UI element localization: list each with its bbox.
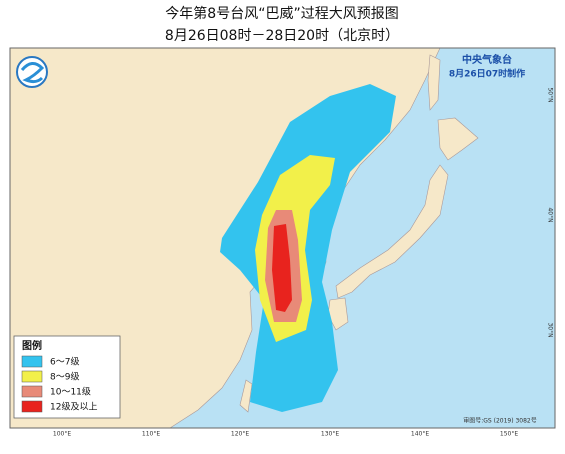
issue-time: 8月26日07时制作 <box>449 68 525 80</box>
hokkaido <box>437 117 479 161</box>
map-frame <box>9 47 556 429</box>
logo <box>16 56 48 88</box>
graticule-labels: 100°E 110°E 120°E 130°E 140°E 150°E 50°N 40°N 30… <box>53 87 554 437</box>
agency: 中央气象台 <box>462 53 512 66</box>
honshu <box>335 164 449 299</box>
latitude-label: 40°N <box>547 207 554 222</box>
legend-label: 6～7级 <box>50 356 79 368</box>
sakhalin <box>427 54 441 111</box>
legend-swatch <box>21 400 43 413</box>
legend-swatch <box>21 385 43 398</box>
legend-label: 12级及以上 <box>50 401 97 413</box>
longitude-label: 100°E <box>53 431 71 438</box>
subtitle: 8月26日08时－28日20时（北京时） <box>165 28 399 44</box>
title: 今年第8号台风“巴威”过程大风预报图 <box>165 5 398 22</box>
approval-number: 审图号:GS (2019) 3082号 <box>463 417 537 425</box>
taiwan <box>239 379 253 413</box>
legend-title: 图例 <box>22 339 42 352</box>
longitude-label: 110°E <box>142 431 160 438</box>
wind-zone-6-7 <box>220 84 396 412</box>
legend-label: 8～9级 <box>50 371 79 383</box>
longitude-label: 140°E <box>411 431 429 438</box>
longitude-label: 150°E <box>500 431 518 438</box>
longitude-label: 120°E <box>231 431 249 438</box>
legend-swatch <box>21 370 43 383</box>
latitude-label: 50°N <box>547 87 554 102</box>
longitude-label: 130°E <box>321 431 339 438</box>
latitude-label: 30°N <box>547 322 554 337</box>
legend: 图例 6～7级 8～9级 10～11级 12级及以上 <box>13 335 121 419</box>
legend-label: 10～11级 <box>50 386 91 398</box>
legend-swatch <box>21 355 43 368</box>
wind-zone-12-plus <box>272 224 292 312</box>
